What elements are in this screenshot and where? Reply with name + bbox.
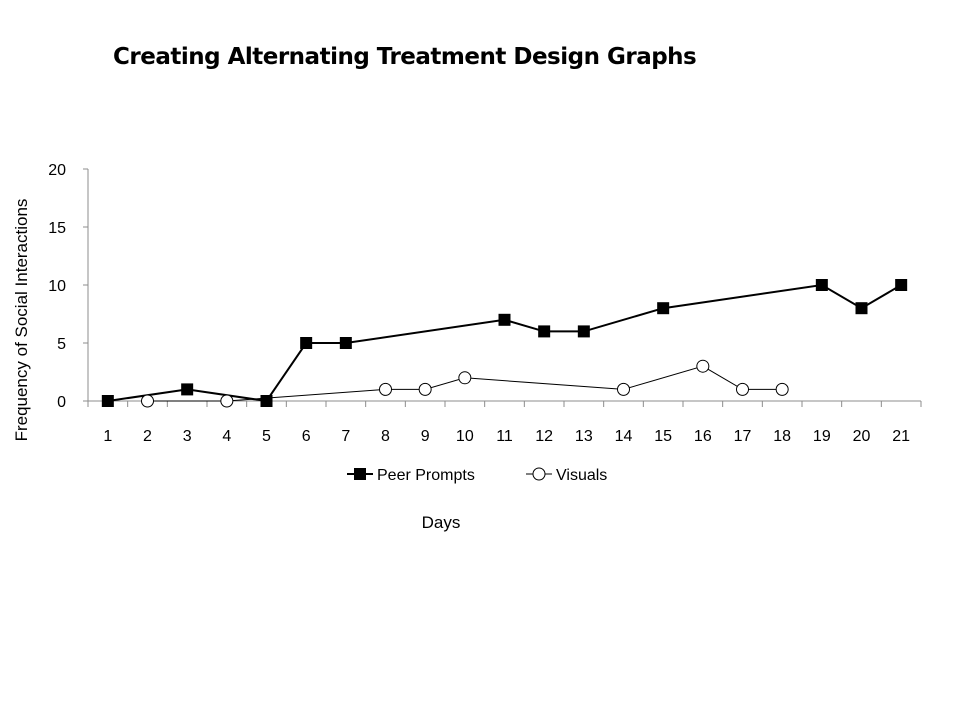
x-tick-label: 1 [103, 428, 112, 445]
y-tick-label: 5 [57, 336, 66, 353]
x-tick-label: 17 [734, 428, 752, 445]
legend-label-visuals: Visuals [556, 467, 607, 484]
x-tick-label: 14 [615, 428, 633, 445]
x-tick-label: 11 [496, 428, 513, 445]
data-point-peer-prompts [895, 279, 908, 291]
y-tick-label: 10 [48, 278, 66, 295]
data-point-peer-prompts [657, 302, 670, 315]
x-tick-label: 20 [853, 428, 871, 445]
x-tick-label: 2 [143, 428, 152, 445]
data-point-peer-prompts [181, 383, 194, 396]
data-point-visuals [379, 382, 392, 396]
data-point-visuals [458, 371, 472, 385]
legend-marker-visuals [532, 467, 546, 481]
data-point-visuals [141, 394, 154, 408]
data-point-peer-prompts [101, 395, 114, 407]
x-tick-label: 19 [813, 428, 831, 445]
data-point-visuals [220, 394, 234, 408]
legend-marker-peer-prompts [354, 468, 366, 480]
data-point-peer-prompts [855, 302, 868, 315]
x-tick-label: 13 [575, 428, 593, 445]
page-title: Creating Alternating Treatment Design Gr… [113, 44, 697, 70]
x-tick-label: 21 [892, 428, 910, 445]
data-point-peer-prompts [498, 313, 511, 326]
x-tick-label: 8 [381, 428, 390, 445]
y-tick-label: 0 [57, 394, 66, 411]
data-point-peer-prompts [538, 325, 551, 338]
data-point-peer-prompts [339, 337, 352, 349]
x-tick-label: 5 [262, 428, 271, 445]
legend-label-peer-prompts: Peer Prompts [377, 467, 475, 484]
y-axis-title: Frequency of Social Interactions [12, 198, 31, 442]
data-point-peer-prompts [815, 279, 828, 291]
x-tick-label: 3 [183, 428, 192, 445]
x-tick-label: 16 [694, 428, 712, 445]
y-tick-label: 20 [48, 162, 66, 179]
data-point-peer-prompts [300, 337, 313, 349]
x-tick-label: 7 [341, 428, 350, 445]
x-tick-label: 9 [421, 428, 430, 445]
x-tick-label: 10 [456, 428, 474, 445]
data-point-visuals [617, 382, 630, 396]
x-tick-label: 6 [302, 428, 311, 445]
data-point-peer-prompts [577, 325, 590, 338]
x-axis-title: Days [421, 513, 461, 532]
data-point-visuals [736, 382, 749, 396]
data-point-visuals [418, 382, 432, 396]
x-tick-label: 15 [654, 428, 672, 445]
y-tick-label: 15 [48, 220, 66, 237]
data-point-peer-prompts [260, 395, 273, 407]
x-tick-label: 18 [773, 428, 791, 445]
data-point-visuals [775, 382, 789, 396]
data-point-visuals [696, 359, 710, 373]
x-tick-label: 4 [222, 428, 231, 445]
x-tick-label: 12 [535, 428, 553, 445]
